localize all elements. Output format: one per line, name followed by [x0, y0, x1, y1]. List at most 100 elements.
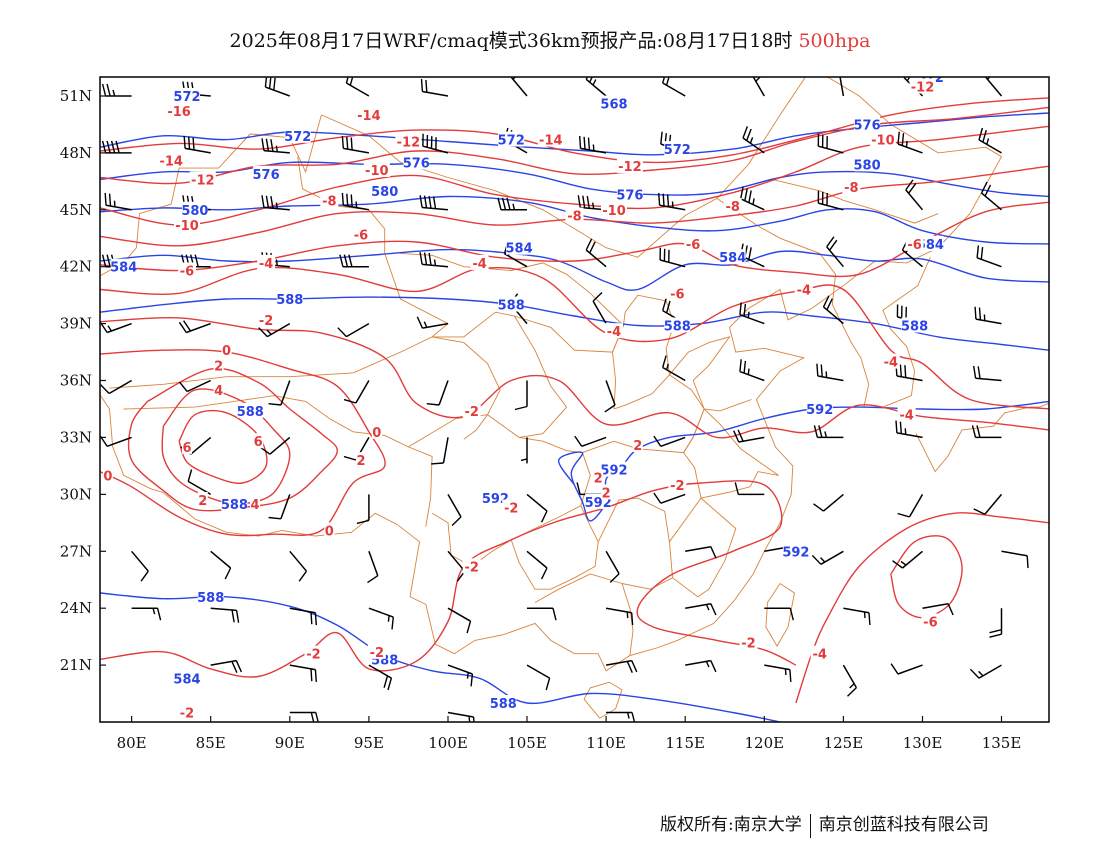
wind-barb-feather — [897, 131, 900, 145]
lat-tick-label: 45N — [60, 201, 92, 219]
height-contour-label: 572 — [664, 143, 691, 158]
lat-tick-label: 39N — [60, 315, 92, 333]
temperature-contour-label-bg — [537, 131, 564, 147]
wind-barb — [289, 711, 319, 722]
wind-barb-feather — [270, 195, 274, 209]
temperature-contour-label: 2 — [214, 359, 223, 374]
wind-barb-feather — [592, 291, 603, 302]
wind-barb — [183, 135, 211, 154]
wind-barb-staff — [368, 551, 379, 576]
temperature-contour-label-bg — [921, 613, 940, 629]
wind-barb-feather — [341, 135, 344, 149]
wind-barb-half-feather — [107, 325, 112, 332]
temperature-contour-label: -2 — [741, 636, 755, 651]
wind-barb — [605, 659, 638, 673]
wind-barb — [658, 192, 686, 211]
wind-barb-staff — [510, 77, 528, 97]
wind-barb-staff — [1001, 550, 1028, 557]
wind-barb-feather — [339, 254, 344, 267]
wind-barb-feather — [224, 567, 232, 580]
temperature-contour-label-bg — [601, 201, 627, 217]
wind-barb-feather — [978, 307, 982, 320]
temperature-contour-label: -12 — [618, 160, 642, 175]
boundary-line — [612, 294, 675, 410]
wind-barb — [922, 602, 954, 616]
wind-barb-feather — [980, 181, 988, 194]
wind-barb-staff — [984, 493, 1003, 515]
wind-barb-staff — [592, 300, 607, 324]
wind-barb-half-feather — [749, 137, 754, 144]
wind-barb — [897, 494, 924, 518]
wind-barb — [890, 663, 923, 675]
wind-barb — [420, 79, 449, 97]
wind-barb-feather — [506, 197, 511, 210]
height-contour-label: 588 — [237, 405, 264, 420]
wind-barb-half-feather — [423, 321, 428, 328]
wind-barb — [258, 322, 291, 338]
wind-barb-feather — [349, 77, 354, 86]
wind-barb-feather — [540, 510, 548, 523]
height-contour-label-bg — [601, 461, 627, 477]
wind-barb-feather — [416, 316, 424, 329]
temperature-contour-label: -2 — [464, 560, 478, 575]
temperature-contour-label: -2 — [464, 405, 478, 420]
temperature-contour-label-bg — [182, 438, 192, 454]
lat-tick-label: 36N — [60, 372, 92, 390]
wind-barb-staff — [422, 90, 449, 97]
height-contour-label: 576 — [854, 118, 881, 133]
wind-barb — [978, 127, 1002, 154]
pressure-level-label: 500hpa — [798, 30, 871, 52]
wind-barb-feather — [789, 608, 794, 621]
wind-barb-feather — [744, 188, 748, 201]
temperature-contour-label: -2 — [259, 314, 273, 329]
wind-barb — [989, 608, 1003, 638]
wind-barb-half-feather — [978, 670, 984, 677]
wind-barb — [178, 320, 211, 334]
wind-barb — [268, 494, 291, 520]
wind-barb-staff — [908, 494, 924, 518]
height-contour-592 — [557, 400, 1049, 522]
temperature-contour-label-bg — [250, 495, 260, 511]
temperature-contour-2 — [127, 367, 339, 512]
wind-barb — [447, 664, 474, 687]
wind-barb-feather — [579, 135, 582, 149]
wind-barb-feather — [425, 79, 428, 93]
height-contour-label-bg — [854, 116, 881, 132]
wind-barb-feather — [976, 245, 980, 258]
wind-barb-feather — [892, 560, 903, 569]
wind-barb-feather — [356, 519, 370, 525]
height-contour-572 — [100, 112, 1049, 156]
temperature-contour-label: -10 — [602, 204, 626, 219]
wind-barb — [579, 135, 607, 154]
wind-barb — [817, 133, 844, 154]
wind-barb-staff — [605, 380, 616, 406]
lat-tick-label: 27N — [60, 542, 92, 560]
height-contour-label: 588 — [221, 498, 248, 513]
wind-barb-half-feather — [355, 201, 358, 208]
height-contour-label: 576 — [616, 189, 643, 204]
wind-barb-feather — [106, 83, 111, 97]
temperature-contour-label-bg — [367, 643, 386, 659]
lon-tick-label: 80E — [117, 734, 147, 752]
height-contour-label-bg — [901, 317, 928, 333]
wind-barb — [356, 494, 370, 525]
temperature-contour--2 — [100, 480, 797, 678]
height-contour-label-bg — [482, 490, 509, 506]
temperature-contour-label-bg — [320, 192, 339, 208]
wind-barb-feather — [235, 660, 243, 673]
wind-barb-feather — [826, 298, 833, 311]
wind-barb-staff — [826, 246, 844, 268]
wind-barb-staff — [355, 380, 370, 404]
wind-barb-staff — [184, 147, 211, 154]
height-contour-label-bg — [253, 165, 280, 181]
wind-barb-feather — [314, 669, 317, 682]
wind-barb-feather — [631, 612, 634, 626]
wind-barb-feather — [906, 77, 911, 82]
wind-barb-feather — [666, 194, 670, 207]
height-contour-588 — [100, 592, 781, 722]
temperature-contour-4 — [161, 388, 291, 505]
wind-barb-half-feather — [747, 311, 750, 318]
wind-barb-feather — [589, 77, 593, 83]
wind-barb-feather — [973, 508, 986, 515]
wind-barb-feather — [343, 398, 357, 404]
